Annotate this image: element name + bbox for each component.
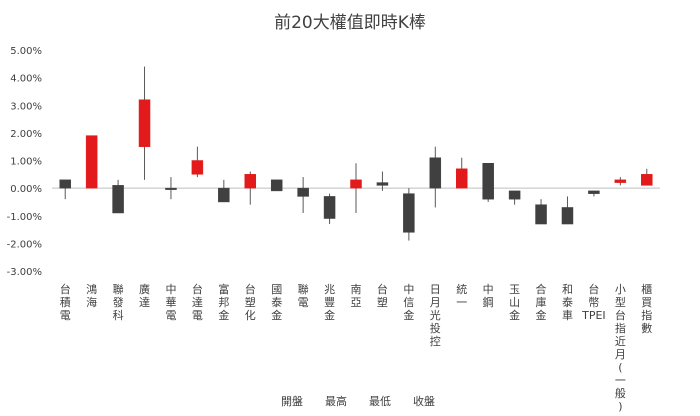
candle-body-down <box>403 193 415 233</box>
x-tick-label: 櫃買指數 <box>641 282 652 335</box>
y-tick-label: 5.00% <box>10 46 42 57</box>
y-tick-label: 0.00% <box>10 184 42 195</box>
candle <box>376 171 389 191</box>
candle <box>403 188 415 241</box>
y-tick-label: 3.00% <box>10 101 42 112</box>
x-tick-label: 鴻海 <box>86 282 97 309</box>
legend: 開盤 最高 最低 收盤 <box>281 394 435 408</box>
candle-body-down <box>482 163 494 200</box>
chart-title: 前20大權值即時K棒 <box>274 13 426 33</box>
candle-body-up <box>85 135 98 189</box>
candles <box>59 66 653 241</box>
candle-body-down <box>218 187 230 203</box>
candle-body-up <box>614 179 627 183</box>
candle <box>270 179 283 192</box>
candle <box>138 66 151 180</box>
x-tick-label: 南亞 <box>351 283 362 309</box>
x-tick-label: 中鋼 <box>483 283 494 309</box>
x-tick-label: 聯發科 <box>113 283 124 322</box>
x-tick-label: 廣達 <box>139 282 150 309</box>
y-tick-label: -2.00% <box>7 239 42 250</box>
x-tick-label: 小型台指近月(一般) <box>615 283 626 413</box>
candle-body-up <box>350 179 362 189</box>
candle-body-down <box>112 185 124 214</box>
candle <box>482 163 494 202</box>
x-tick-label: 和泰車 <box>562 283 573 322</box>
x-tick-label: 統一 <box>456 282 467 309</box>
x-tick-label: 兆豐金 <box>324 283 335 322</box>
candle-body-up <box>455 168 468 189</box>
x-tick-label: 台幣 TPEI <box>581 282 606 322</box>
y-tick-label: -3.00% <box>7 267 42 278</box>
candle <box>297 177 309 213</box>
candle <box>323 193 336 225</box>
candle-body-up <box>191 160 204 175</box>
candle-body-up <box>244 174 257 189</box>
candle-body-down <box>535 204 547 225</box>
candle <box>191 146 204 178</box>
candle-body-down <box>561 207 574 225</box>
candle <box>508 190 521 205</box>
x-tick-label: 聯電 <box>298 283 309 309</box>
x-tick-label: 台達電 <box>192 282 203 322</box>
x-tick-label: 富邦金 <box>218 282 229 322</box>
candle-body-up <box>138 99 151 147</box>
candle <box>641 168 653 186</box>
x-tick-label: 國泰金 <box>271 283 282 322</box>
candle <box>350 163 362 213</box>
x-tick-label: 中信金 <box>403 283 414 322</box>
candle <box>244 171 257 205</box>
candle-body-up <box>641 174 653 186</box>
candle <box>165 177 177 200</box>
legend-item: 最高 <box>325 394 347 408</box>
y-tick-label: 4.00% <box>10 74 42 85</box>
candle <box>112 179 124 214</box>
legend-item: 開盤 <box>281 395 303 408</box>
y-tick-label: 2.00% <box>10 129 42 140</box>
candle-body-down <box>59 179 71 189</box>
candle-body-down <box>165 187 177 190</box>
x-tick-label: 玉山金 <box>509 283 520 322</box>
y-tick-label: -1.00% <box>7 212 42 223</box>
candle <box>455 157 468 189</box>
x-tick-label: 台塑化 <box>245 282 256 322</box>
candle <box>535 199 547 225</box>
y-axis: 5.00% 4.00% 3.00% 2.00% 1.00% 0.00% -1.00% -2.0… <box>7 46 42 278</box>
candle-body-down <box>376 182 389 186</box>
candle <box>429 146 442 208</box>
candle <box>218 179 230 203</box>
candle-body-down <box>270 179 283 192</box>
x-tick-label: 台塑 <box>377 282 388 309</box>
candle <box>588 190 600 197</box>
x-tick-label: 合庫金 <box>536 282 547 322</box>
x-tick-label: 台積電 <box>60 282 71 322</box>
x-tick-label: 日月光投控 <box>430 283 441 348</box>
legend-item: 最低 <box>369 395 391 408</box>
legend-item: 收盤 <box>413 394 435 408</box>
candle-body-down <box>588 190 600 194</box>
candle-body-down <box>297 187 309 197</box>
y-tick-label: 1.00% <box>10 157 42 168</box>
candle <box>561 196 574 225</box>
candle-body-down <box>323 196 336 219</box>
candle-body-down <box>508 190 521 200</box>
candle <box>614 177 627 186</box>
x-tick-label: 中華電 <box>165 283 176 322</box>
candle-body-down <box>429 157 442 189</box>
candle <box>85 135 98 189</box>
candle <box>59 179 71 200</box>
